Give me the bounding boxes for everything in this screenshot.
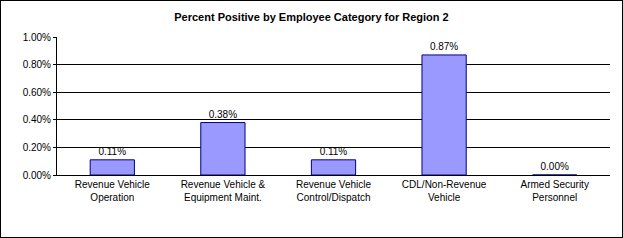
svg-text:Revenue VehicleOperation: Revenue VehicleOperation [75,179,150,203]
svg-text:0.38%: 0.38% [209,109,237,120]
svg-text:CDL/Non-RevenueVehicle: CDL/Non-RevenueVehicle [402,179,487,203]
svg-text:0.11%: 0.11% [320,146,348,157]
svg-text:1.00%: 1.00% [23,32,51,43]
svg-text:Revenue VehicleControl/Dispatc: Revenue VehicleControl/Dispatch [296,179,371,203]
svg-text:0.87%: 0.87% [430,41,458,52]
svg-text:0.80%: 0.80% [23,59,51,70]
svg-text:0.00%: 0.00% [23,170,51,181]
svg-text:0.60%: 0.60% [23,87,51,98]
svg-text:Revenue Vehicle &Equipment Mai: Revenue Vehicle &Equipment Maint. [181,179,266,203]
svg-text:0.20%: 0.20% [23,142,51,153]
svg-text:Armed SecurityPersonnel: Armed SecurityPersonnel [521,179,589,203]
svg-text:0.11%: 0.11% [98,146,126,157]
svg-text:0.00%: 0.00% [540,161,568,172]
svg-text:Percent Positive by Employee C: Percent Positive by Employee Category fo… [174,11,448,23]
svg-text:0.40%: 0.40% [23,114,51,125]
